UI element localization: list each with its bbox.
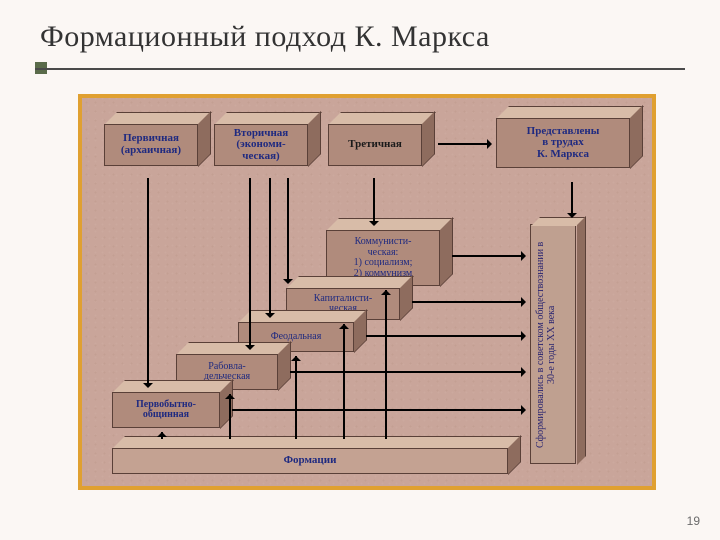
box-label-secondary: Вторичная (экономи- ческая) (214, 124, 308, 166)
arrow-head-a-f-up1 (157, 432, 167, 437)
box-primitive: Первобытно- общинная (112, 392, 220, 428)
arrow-head-a-s-d1 (245, 345, 255, 350)
diagram-frame: Первичная (архаичная) Вторичная (экономи-… (78, 94, 656, 490)
box-tertiary: Третичная (328, 124, 422, 166)
arrow-head-a-row-comm (521, 251, 526, 261)
arrow-head-a-row-cap (521, 297, 526, 307)
box-label-tertiary: Третичная (328, 124, 422, 166)
arrow-head-a-t-d1 (369, 221, 379, 226)
arrow-a-f-up4 (343, 324, 345, 439)
arrow-head-a-f-up4 (339, 324, 349, 329)
arrow-a-top1 (438, 143, 487, 145)
arrow-a-row-comm (452, 255, 521, 257)
arrow-a-row-cap (412, 301, 521, 303)
arrow-head-a-s-d3 (283, 279, 293, 284)
slide-title: Формационный подход К. Маркса (40, 20, 490, 54)
arrow-head-a-p-down (143, 383, 153, 388)
box-secondary: Вторичная (экономи- ческая) (214, 124, 308, 166)
vbox-soviet-note: Сформировались в советском обществознани… (530, 224, 576, 464)
arrow-head-a-top2 (567, 213, 577, 218)
arrow-a-row-sla (290, 371, 521, 373)
arrow-head-a-row-sla (521, 367, 526, 377)
arrow-head-a-s-d2 (265, 313, 275, 318)
arrow-head-a-f-up3 (291, 356, 301, 361)
arrow-a-s-d3 (287, 178, 289, 279)
box-label-primary: Первичная (архаичная) (104, 124, 198, 166)
arrow-a-top2 (571, 182, 573, 213)
arrow-head-a-row-pri (521, 405, 526, 415)
box-side-represented (630, 105, 643, 169)
arrow-a-row-pri (232, 409, 521, 411)
arrow-a-t-d1 (373, 178, 375, 221)
box-represented: Представлены в трудах К. Маркса (496, 118, 630, 168)
box-formations: Формации (112, 448, 508, 474)
arrow-head-a-top1 (487, 139, 492, 149)
arrow-head-a-f-up2 (225, 394, 235, 399)
title-rule (35, 68, 685, 70)
box-side-communist (440, 217, 453, 287)
arrow-a-s-d2 (269, 178, 271, 313)
vbox-label-soviet-note: Сформировались в советском обществознани… (535, 231, 573, 459)
arrow-head-a-f-up5 (381, 290, 391, 295)
arrow-a-row-feu (366, 335, 521, 337)
diagram-stage: Первичная (архаичная) Вторичная (экономи-… (82, 98, 652, 486)
arrow-a-p-down (147, 178, 149, 383)
arrow-a-s-d1 (249, 178, 251, 345)
box-label-formations: Формации (112, 448, 508, 474)
box-label-primitive: Первобытно- общинная (112, 392, 220, 428)
arrow-head-a-row-feu (521, 331, 526, 341)
arrow-a-f-up5 (385, 290, 387, 439)
box-label-represented: Представлены в трудах К. Маркса (496, 118, 630, 168)
arrow-a-f-up2 (229, 394, 231, 439)
page-number: 19 (687, 514, 700, 528)
box-primary: Первичная (архаичная) (104, 124, 198, 166)
arrow-a-f-up3 (295, 356, 297, 439)
